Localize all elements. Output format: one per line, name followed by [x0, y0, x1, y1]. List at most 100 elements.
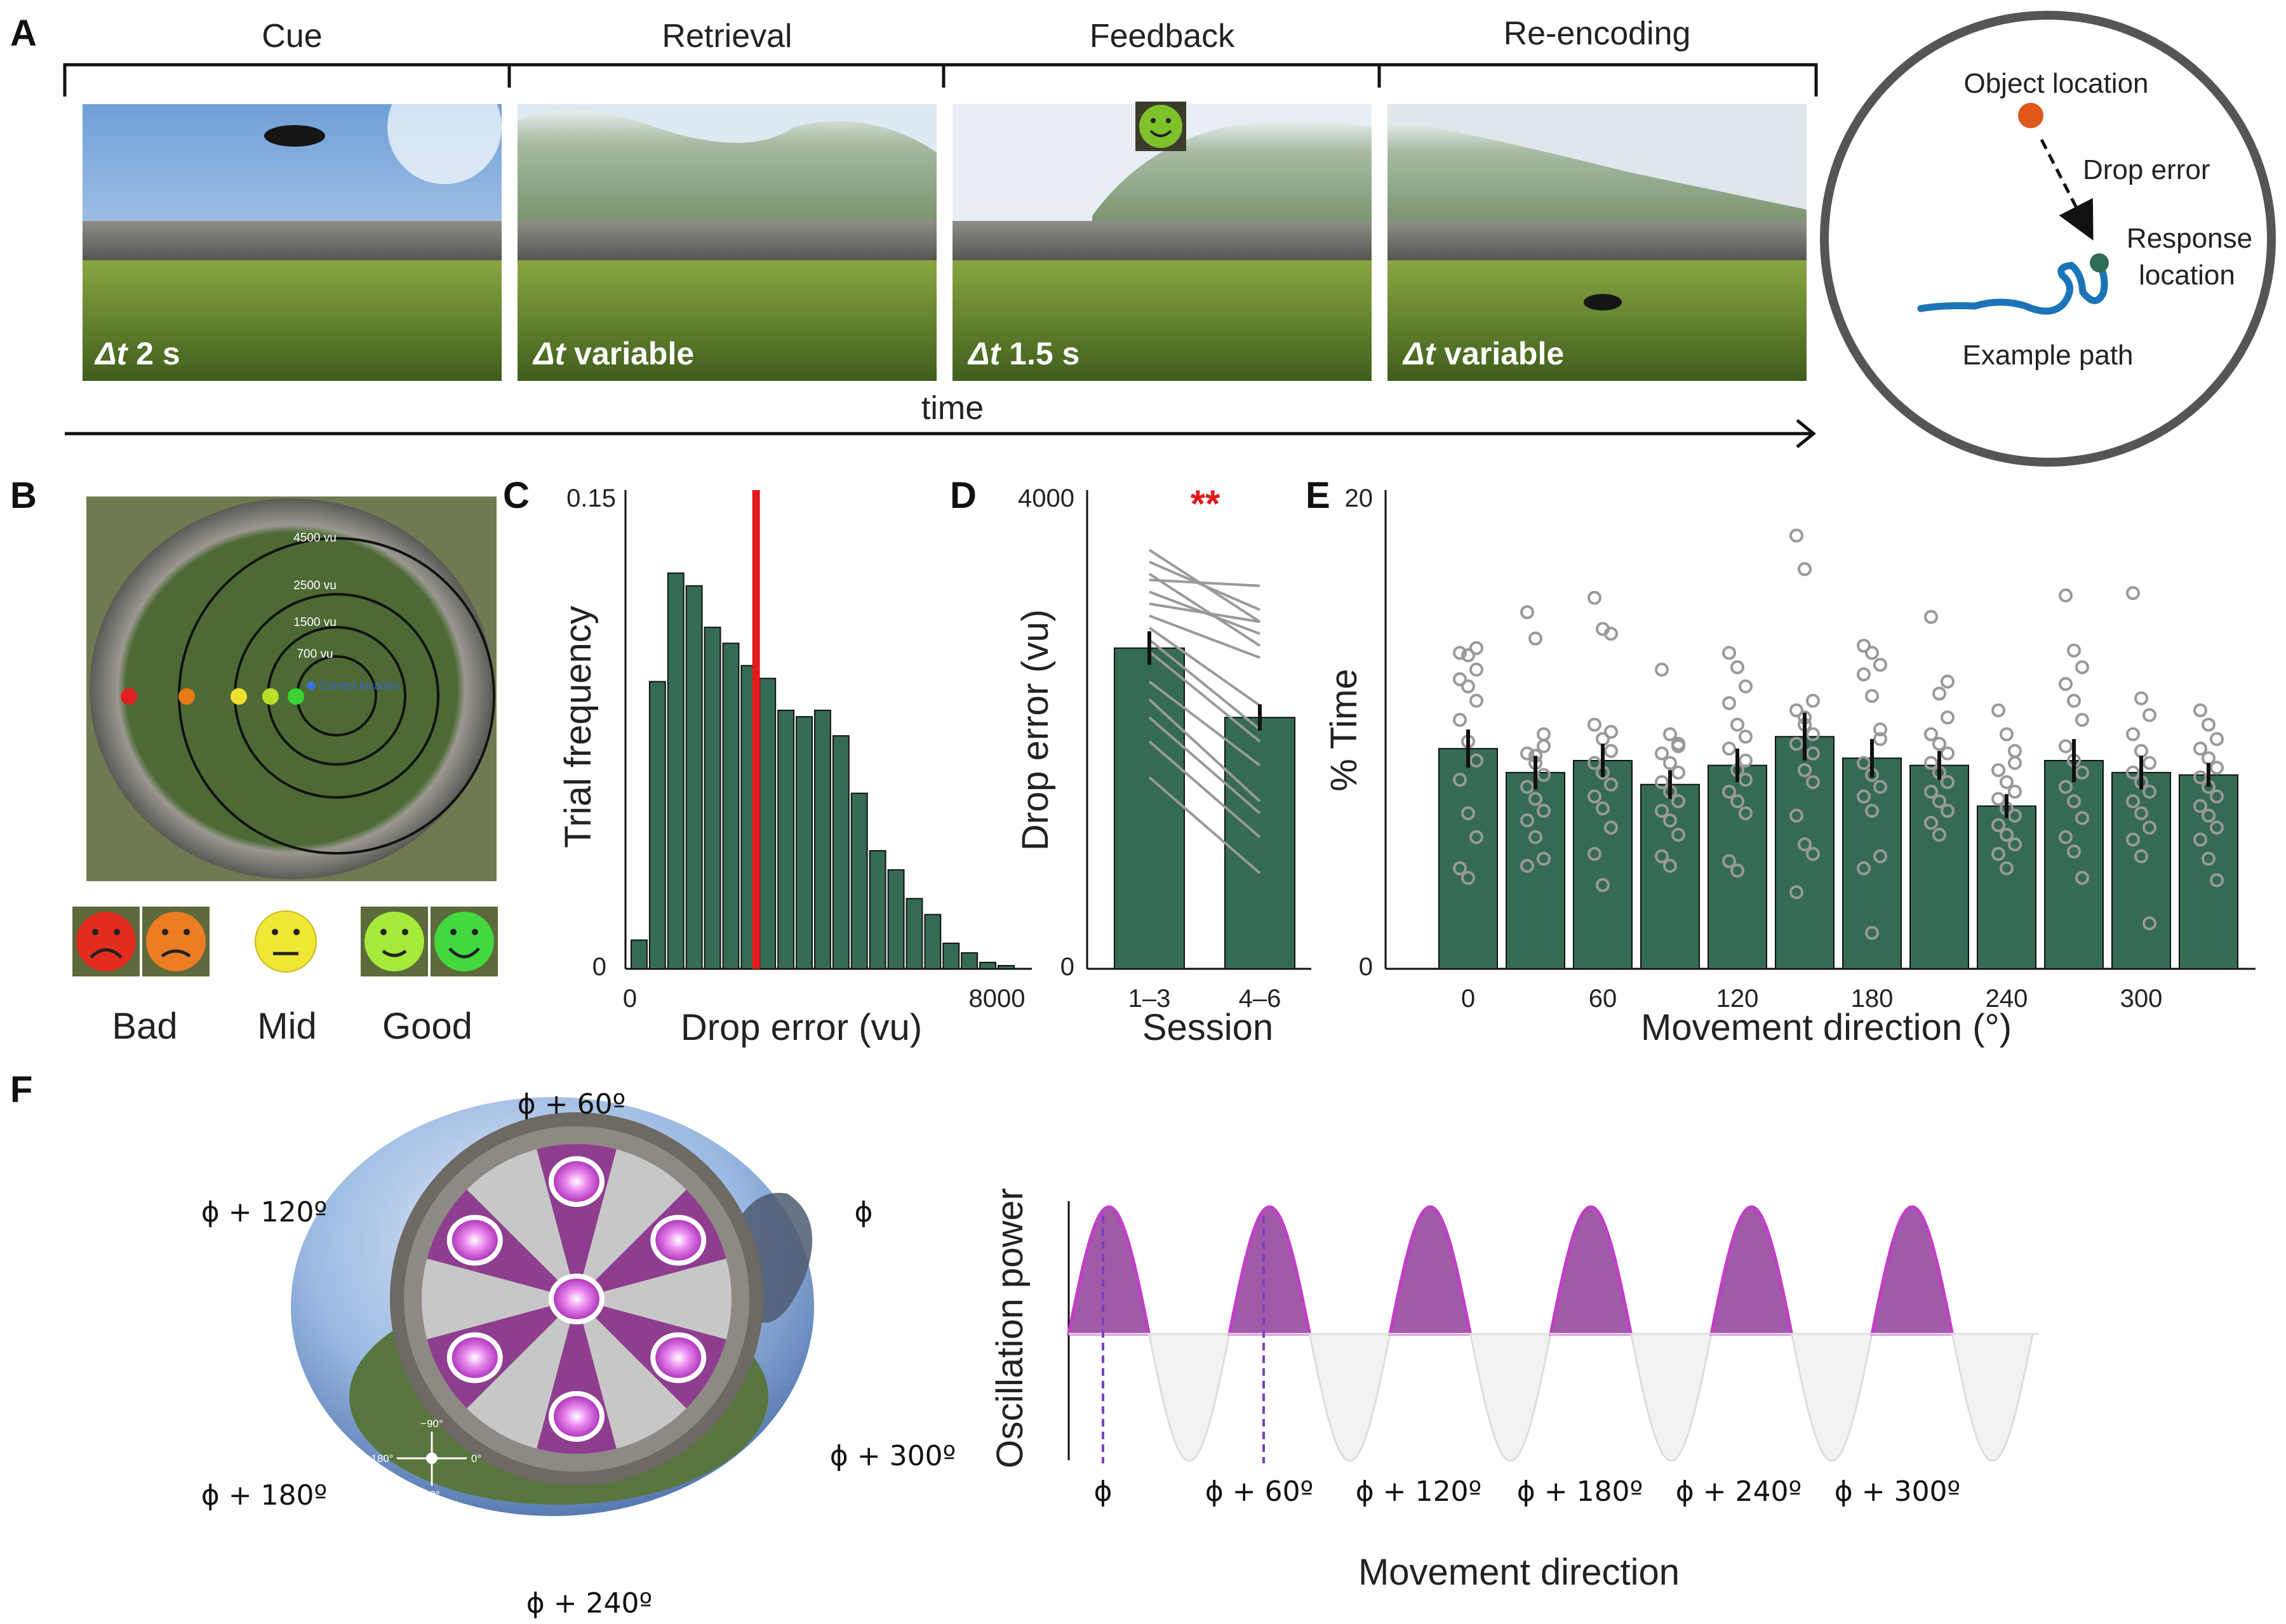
d-subject-line	[1149, 615, 1260, 659]
e-data-point	[1537, 851, 1551, 866]
overlay-re-encoding: Δt variable	[1402, 336, 1564, 371]
e-bar	[1506, 771, 1565, 969]
marker-good-2	[288, 688, 304, 705]
osc-peak	[1869, 1205, 1955, 1336]
e-data-point	[2202, 851, 2216, 866]
c-histogram-bar	[979, 961, 996, 969]
object-location-marker	[2018, 103, 2043, 128]
arena-spot	[655, 1337, 702, 1378]
arena-spot	[451, 1337, 498, 1378]
e-bar	[1640, 783, 1700, 969]
arena-spot	[554, 1161, 599, 1202]
e-data-point	[1941, 804, 1955, 818]
arena-spot	[554, 1396, 599, 1437]
e-data-point	[1663, 858, 1677, 873]
overlay-retrieval: Δt variable	[532, 336, 694, 371]
e-data-point	[1520, 858, 1534, 873]
e-data-point	[1596, 878, 1610, 893]
e-y-label: % Time	[1323, 669, 1365, 791]
e-data-point	[1789, 703, 1803, 717]
d-subject-line	[1148, 681, 1261, 767]
e-data-point	[1806, 746, 1820, 761]
e-xtick: 0	[1461, 985, 1475, 1013]
ring-label-1500: 1500 vu	[293, 616, 337, 629]
e-data-point	[2075, 765, 2089, 780]
e-data-point	[2008, 808, 2022, 823]
arena-diagram: Object location Drop error Response loca…	[1820, 11, 2276, 467]
c-histogram-bar	[906, 898, 923, 969]
e-data-point	[2075, 811, 2089, 825]
e-data-point	[1469, 830, 1483, 844]
e-data-point	[1469, 662, 1483, 677]
e-xtick: 60	[1589, 985, 1617, 1013]
e-data-point	[1941, 710, 1955, 725]
c-histogram-bar	[648, 681, 666, 969]
e-data-point	[2193, 703, 2207, 717]
e-data-point	[1588, 590, 1601, 605]
c-histogram-bar	[667, 572, 685, 969]
e-data-point	[2067, 643, 2081, 658]
osc-peak	[1066, 1205, 1151, 1336]
e-data-point	[1671, 794, 1685, 809]
arena-spot	[655, 1220, 702, 1261]
time-label: time	[921, 390, 984, 427]
osc-trough	[1629, 1333, 1713, 1462]
e-data-point	[1655, 804, 1669, 818]
bar-chart-d: 4000 0 1–3 4–6 Session Drop error (vu) *…	[1015, 483, 1311, 1048]
e-data-point	[1924, 609, 1938, 624]
e-data-point	[1941, 674, 1955, 689]
histogram-chart-c: 0.15 0 0 8000 Drop error (vu) Trial freq…	[558, 484, 1032, 1048]
d-x-label: Session	[1142, 1007, 1273, 1048]
e-data-point	[1604, 777, 1618, 792]
c-histogram-bar	[942, 942, 960, 969]
e-data-point	[1730, 717, 1744, 732]
arena-top-view	[90, 498, 493, 879]
response-location-label-2: location	[2139, 260, 2235, 291]
e-data-point	[1932, 736, 1946, 751]
e-data-point	[1865, 689, 1879, 703]
e-data-point	[2126, 727, 2140, 742]
e-data-point	[1588, 789, 1601, 804]
panel-b: 4500 vu 2500 vu 1500 vu 700 vu Correct l…	[72, 496, 498, 1047]
osc-tick-120: ϕ + 120º	[1356, 1475, 1482, 1508]
marker-bad-2	[178, 688, 195, 705]
category-mid: Mid	[257, 1006, 316, 1047]
e-data-point	[1537, 768, 1551, 782]
osc-peak	[1709, 1205, 1794, 1336]
object-location-label: Object location	[1963, 68, 2148, 99]
e-data-point	[1739, 679, 1753, 694]
arena-dome-illustration: −90° 180° 0° 90°	[291, 1097, 814, 1516]
e-data-point	[1604, 627, 1618, 641]
smiley-good-2-icon	[431, 907, 498, 976]
e-data-point	[1722, 646, 1736, 660]
e-data-point	[1798, 763, 1812, 778]
e-data-point	[2134, 806, 2148, 820]
e-x-label: Movement direction (°)	[1641, 1007, 2012, 1048]
smiley-bad-red-icon	[72, 907, 140, 976]
e-data-point	[1924, 785, 1938, 799]
e-data-point	[1857, 755, 1871, 770]
d-bar-session-2	[1224, 717, 1295, 970]
osc-trough	[1790, 1333, 1873, 1462]
e-data-point	[1453, 773, 1467, 787]
e-data-point	[2126, 765, 2140, 780]
e-xtick: 300	[2120, 985, 2163, 1013]
compass-up: −90°	[420, 1418, 443, 1430]
e-data-point	[2075, 660, 2089, 674]
smiley-bad-orange-icon	[142, 907, 210, 976]
e-data-point	[1739, 729, 1753, 744]
c-histogram-bar	[796, 715, 813, 969]
drop-error-label: Drop error	[2083, 154, 2210, 185]
e-data-point	[2008, 755, 2022, 770]
osc-tick-180: ϕ + 180º	[1517, 1475, 1643, 1508]
e-data-point	[1865, 646, 1879, 660]
c-histogram-bar	[850, 792, 868, 969]
e-data-point	[2126, 794, 2140, 809]
e-data-point	[1798, 562, 1812, 576]
d-subject-line	[1149, 561, 1260, 611]
panel-label-d: D	[950, 475, 977, 516]
panel-label-c: C	[503, 475, 530, 516]
e-data-point	[1722, 742, 1736, 756]
e-data-point	[1453, 646, 1467, 660]
e-data-point	[1671, 739, 1685, 754]
